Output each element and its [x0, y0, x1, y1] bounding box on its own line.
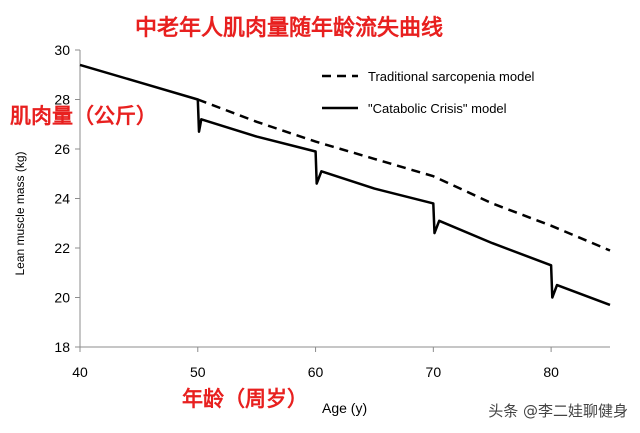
- series-line-1: [79, 63, 611, 307]
- chinese-y-label: 肌肉量（公斤）: [10, 104, 157, 128]
- x-tick-label-50: 50: [190, 364, 206, 380]
- y-tick-label-26: 26: [54, 141, 70, 157]
- y-tick-label-20: 20: [54, 290, 70, 306]
- x-tick-label-80: 80: [543, 364, 559, 380]
- chinese-x-label: 年龄（周岁）: [182, 387, 308, 411]
- legend-label-0: Traditional sarcopenia model: [368, 69, 535, 84]
- x-tick-label-40: 40: [72, 364, 88, 380]
- y-tick-label-18: 18: [54, 339, 70, 355]
- x-tick-label-70: 70: [426, 364, 442, 380]
- y-tick-label-30: 30: [54, 42, 70, 58]
- y-tick-label-22: 22: [54, 240, 70, 256]
- watermark: 头条 @李二娃聊健身: [488, 402, 628, 420]
- x-tick-label-60: 60: [308, 364, 324, 380]
- y-tick-label-24: 24: [54, 191, 70, 207]
- y-axis-title: Lean muscle mass (kg): [13, 151, 27, 275]
- y-tick-label-28: 28: [54, 92, 70, 108]
- legend-label-1: "Catabolic Crisis" model: [368, 101, 507, 116]
- x-axis-title: Age (y): [322, 400, 367, 416]
- chinese-title: 中老年人肌肉量随年龄流失曲线: [135, 16, 444, 41]
- series-line-0: [197, 98, 611, 252]
